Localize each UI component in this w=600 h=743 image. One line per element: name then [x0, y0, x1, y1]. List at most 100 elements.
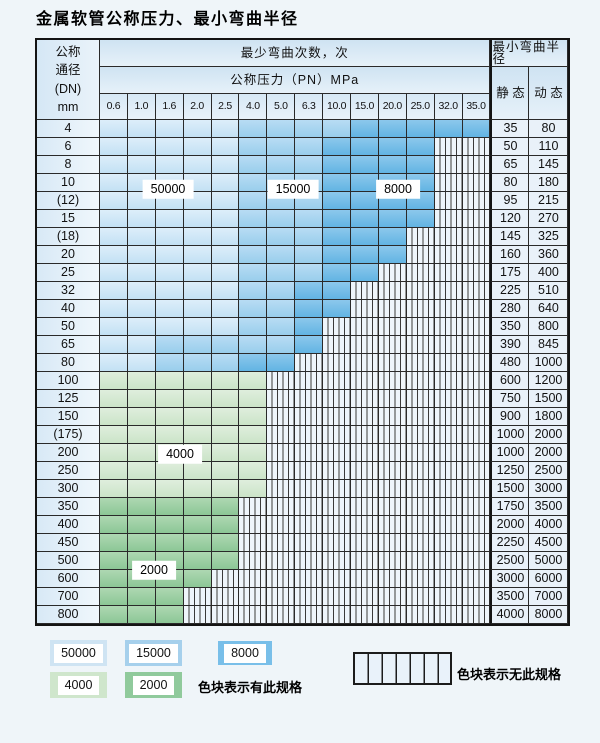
spec-cell [295, 408, 324, 426]
spec-cell [351, 336, 379, 354]
spec-cell [406, 498, 435, 516]
spec-cell [267, 462, 296, 480]
spec-cell [406, 264, 435, 282]
spec-cell [351, 516, 379, 534]
spec-cell [378, 516, 407, 534]
spec-cell [100, 156, 128, 174]
spec-cell [267, 552, 296, 570]
spec-cell [462, 156, 491, 174]
dynamic-value-cell: 110 [529, 138, 569, 156]
spec-cell [155, 354, 184, 372]
dynamic-value-cell: 3500 [529, 498, 569, 516]
dynamic-value-cell: 360 [529, 246, 569, 264]
spec-cell [378, 156, 407, 174]
spec-cell [155, 228, 184, 246]
spec-cell [100, 552, 128, 570]
spec-cell [351, 246, 379, 264]
spec-cell [378, 498, 407, 516]
spec-cell [462, 408, 491, 426]
spec-cell [434, 138, 463, 156]
spec-cell [351, 480, 379, 498]
spec-cell [378, 228, 407, 246]
spec-cell [100, 192, 128, 210]
spec-cell [211, 516, 240, 534]
spec-cell [127, 336, 156, 354]
spec-cell [462, 498, 491, 516]
spec-cell [100, 462, 128, 480]
spec-cell [323, 354, 352, 372]
spec-cell [239, 552, 268, 570]
spec-cell [462, 228, 491, 246]
dynamic-value-cell: 80 [529, 120, 569, 138]
spec-cell [295, 282, 324, 300]
spec-cell [462, 120, 491, 138]
zone-label-2000: 2000 [132, 560, 176, 580]
spec-cell [239, 606, 268, 624]
spec-cell [323, 426, 352, 444]
spec-cell [434, 480, 463, 498]
spec-cell [434, 264, 463, 282]
spec-cell [351, 192, 379, 210]
spec-cell [295, 444, 324, 462]
dynamic-value-cell: 510 [529, 282, 569, 300]
dynamic-value-cell: 3000 [529, 480, 569, 498]
spec-cell [406, 444, 435, 462]
legend-swatch-50000: 50000 [50, 640, 107, 666]
spec-cell [323, 480, 352, 498]
spec-cell [351, 588, 379, 606]
spec-cell [295, 570, 324, 588]
static-value-cell: 1250 [490, 462, 530, 480]
legend-swatch-4000: 4000 [50, 672, 107, 698]
dynamic-value-cell: 400 [529, 264, 569, 282]
static-value-cell: 2000 [490, 516, 530, 534]
spec-cell [183, 246, 212, 264]
legend-swatch-label: 4000 [57, 675, 100, 695]
spec-cell [295, 210, 324, 228]
spec-cell [462, 606, 491, 624]
spec-cell [239, 426, 268, 444]
spec-cell [323, 228, 352, 246]
spec-cell [127, 606, 156, 624]
spec-cell [434, 534, 463, 552]
spec-cell [406, 354, 435, 372]
spec-cell [406, 516, 435, 534]
spec-cell [462, 354, 491, 372]
spec-cell [323, 462, 352, 480]
pressure-tick: 20.0 [378, 94, 407, 120]
spec-cell [378, 282, 407, 300]
dn-cell: (18) [37, 228, 100, 246]
spec-cell [211, 426, 240, 444]
spec-cell [211, 138, 240, 156]
spec-cell [378, 570, 407, 588]
spec-cell [406, 588, 435, 606]
pressure-tick: 0.6 [100, 94, 128, 120]
spec-cell [434, 192, 463, 210]
spec-cell [378, 426, 407, 444]
spec-cell [127, 282, 156, 300]
spec-cell [211, 570, 240, 588]
spec-cell [323, 408, 352, 426]
spec-cell [183, 318, 212, 336]
spec-cell [183, 516, 212, 534]
spec-cell [211, 336, 240, 354]
spec-cell [267, 372, 296, 390]
spec-cell [462, 138, 491, 156]
spec-cell [100, 210, 128, 228]
static-value-cell: 95 [490, 192, 530, 210]
spec-cell [351, 300, 379, 318]
spec-cell [295, 588, 324, 606]
spec-cell [462, 282, 491, 300]
spec-cell [323, 318, 352, 336]
spec-cell [406, 372, 435, 390]
spec-cell [211, 282, 240, 300]
spec-cell [155, 480, 184, 498]
spec-cell [378, 120, 407, 138]
spec-cell [211, 408, 240, 426]
pressure-tick: 2.5 [211, 94, 240, 120]
spec-cell [239, 444, 268, 462]
spec-cell [295, 372, 324, 390]
spec-cell [434, 354, 463, 372]
spec-cell [462, 336, 491, 354]
spec-cell [323, 210, 352, 228]
